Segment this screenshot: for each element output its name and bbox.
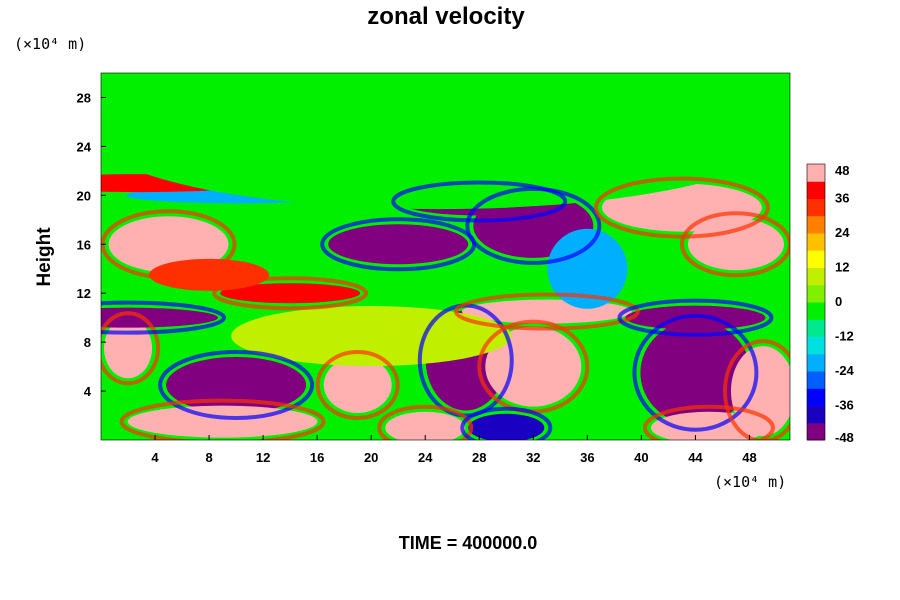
velocity-feature xyxy=(328,224,469,265)
colorbar-swatch xyxy=(807,250,825,268)
y-tick-label: 12 xyxy=(77,286,91,301)
colorbar-swatch xyxy=(807,405,825,424)
colorbar-swatch xyxy=(807,422,825,441)
colorbar-swatch xyxy=(807,267,825,286)
velocity-feature xyxy=(108,216,229,273)
colorbar-swatch xyxy=(807,164,825,182)
x-tick-label: 40 xyxy=(634,450,648,465)
velocity-feature xyxy=(650,411,767,440)
velocity-feature xyxy=(323,356,392,413)
time-label: TIME = 400000.0 xyxy=(399,533,538,553)
colorbar-tick-label: -24 xyxy=(835,363,855,378)
velocity-contour xyxy=(460,406,553,440)
y-tick-label: 16 xyxy=(77,237,91,252)
colorbar-swatch xyxy=(807,215,825,234)
x-tick-label: 48 xyxy=(742,450,756,465)
velocity-feature xyxy=(687,218,784,271)
colorbar xyxy=(806,163,826,441)
velocity-contour xyxy=(212,276,369,311)
y-tick-label: 28 xyxy=(77,90,91,105)
velocity-feature xyxy=(220,283,361,304)
velocity-feature xyxy=(231,306,512,367)
velocity-contour xyxy=(101,300,226,335)
y-tick-label: 24 xyxy=(77,139,92,154)
colorbar-swatch xyxy=(807,181,825,199)
velocity-contour xyxy=(632,313,759,432)
colorbar-swatch xyxy=(807,233,825,251)
velocity-feature xyxy=(640,320,751,425)
velocity-contour xyxy=(642,404,775,440)
y-axis-unit-label: (×10⁴ m) xyxy=(14,35,86,53)
velocity-feature xyxy=(547,228,628,309)
y-tick-label: 8 xyxy=(84,335,91,350)
velocity-feature xyxy=(730,346,790,437)
colorbar-tick-label: 12 xyxy=(835,260,849,275)
x-axis-unit-label: (×10⁴ m) xyxy=(714,473,786,491)
velocity-contour xyxy=(315,349,400,420)
colorbar-tick-label: 24 xyxy=(835,225,850,240)
colorbar-swatch xyxy=(807,336,825,355)
chart-title: zonal velocity xyxy=(367,3,525,30)
velocity-contour xyxy=(465,186,602,265)
x-tick-label: 16 xyxy=(310,450,324,465)
x-tick-label: 20 xyxy=(364,450,378,465)
colorbar-swatch xyxy=(807,284,825,303)
plot-frame xyxy=(100,72,791,441)
colorbar-swatch xyxy=(807,353,825,372)
x-tick-label: 44 xyxy=(688,450,703,465)
x-tick-label: 12 xyxy=(256,450,270,465)
velocity-field xyxy=(101,73,790,440)
x-tick-label: 8 xyxy=(205,450,212,465)
colorbar-tick-label: 36 xyxy=(835,191,849,206)
x-tick-label: 32 xyxy=(526,450,540,465)
colorbar-swatch xyxy=(807,319,825,337)
velocity-contour xyxy=(119,398,326,440)
y-axis-ticks: 4 8 12 16 20 24 28 xyxy=(77,90,106,399)
velocity-feature xyxy=(385,411,466,440)
velocity-contour xyxy=(453,292,640,331)
colorbar-swatch xyxy=(807,388,825,406)
velocity-contour xyxy=(617,298,774,337)
velocity-contour xyxy=(391,180,568,223)
velocity-feature xyxy=(101,73,784,210)
colorbar-swatch xyxy=(807,198,825,217)
velocity-feature xyxy=(149,258,270,291)
velocity-contour xyxy=(377,404,474,440)
velocity-feature xyxy=(166,356,307,413)
colorbar-swatch xyxy=(807,371,825,389)
x-tick-label: 28 xyxy=(472,450,486,465)
y-tick-label: 4 xyxy=(84,384,92,399)
x-tick-label: 24 xyxy=(418,450,433,465)
colorbar-tick-label: 48 xyxy=(835,163,849,178)
velocity-feature xyxy=(468,413,545,440)
x-axis-ticks: 4 8 12 16 20 24 28 32 36 40 44 48 xyxy=(151,435,757,465)
velocity-contour xyxy=(158,349,315,420)
colorbar-swatch xyxy=(807,302,825,320)
x-tick-label: 36 xyxy=(580,450,594,465)
colorbar-tick-label: 0 xyxy=(835,294,842,309)
velocity-contour xyxy=(101,311,161,386)
colorbar-ticks: 48 36 24 12 0 -12 -24 -36 -48 xyxy=(835,163,855,445)
plot-area xyxy=(100,72,791,441)
colorbar-tick-label: -12 xyxy=(835,329,854,344)
y-tick-label: 20 xyxy=(77,188,91,203)
x-tick-label: 4 xyxy=(151,450,159,465)
velocity-feature xyxy=(101,307,218,328)
colorbar-frame xyxy=(806,163,826,441)
colorbar-tick-label: -48 xyxy=(835,430,854,445)
velocity-contour xyxy=(722,339,790,440)
y-axis-label: Height xyxy=(34,227,55,287)
colorbar-tick-label: -36 xyxy=(835,398,854,413)
